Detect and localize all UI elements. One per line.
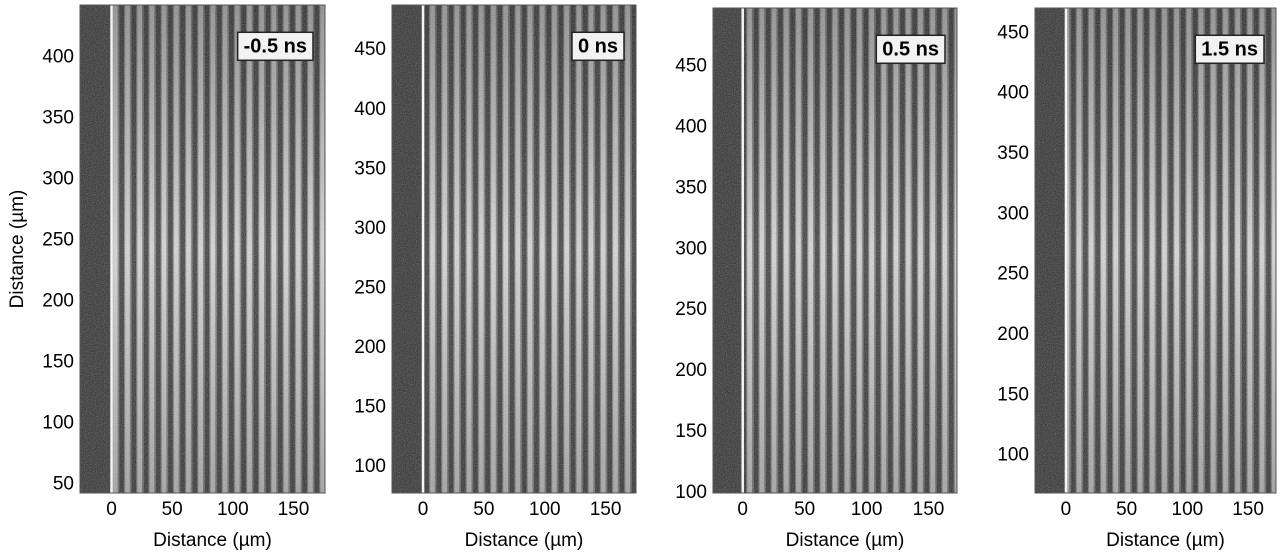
y-tick-label: 100 <box>675 482 707 503</box>
y-tick-label: 400 <box>354 99 386 120</box>
x-tick-label: 100 <box>217 499 249 520</box>
x-tick-label: 0 <box>1061 499 1072 520</box>
time-label: 1.5 ns <box>1201 38 1258 60</box>
x-tick-label: 100 <box>851 499 883 520</box>
time-label-box <box>236 31 314 62</box>
y-tick-label: 350 <box>354 158 386 179</box>
x-tick-label: 150 <box>913 499 945 520</box>
y-tick-label: 350 <box>997 143 1029 164</box>
panel: 0.5 ns 0 50 100 150 100 150 200 250 300 350 400 450 D… <box>675 7 958 551</box>
frame <box>1034 7 1277 494</box>
y-tick-label: 450 <box>997 22 1029 43</box>
x-tick-label: 0 <box>418 499 429 520</box>
time-label: 0.5 ns <box>882 38 939 60</box>
noise <box>392 5 636 493</box>
frame <box>712 7 958 494</box>
y-tick-label: 250 <box>42 229 74 250</box>
time-label-box <box>875 34 946 65</box>
x-tick-label: 150 <box>590 499 622 520</box>
y-tick-label: 150 <box>997 384 1029 405</box>
x-tick-label: 50 <box>1116 499 1137 520</box>
y-tick-label: 450 <box>354 39 386 60</box>
y-tick-label: 50 <box>53 473 74 494</box>
y-tick-label: 200 <box>675 360 707 381</box>
x-tick-label: 0 <box>737 499 748 520</box>
noise <box>80 5 325 493</box>
y-tick-label: 250 <box>997 264 1029 285</box>
x-tick-label: 100 <box>529 499 561 520</box>
y-tick-label: 150 <box>354 396 386 417</box>
y-tick-label: 400 <box>997 83 1029 104</box>
x-axis-label: Distance (µm) <box>465 530 584 551</box>
y-tick-label: 100 <box>354 456 386 477</box>
y-tick-label: 300 <box>675 238 707 259</box>
y-axis-label: Distance (µm) <box>7 190 28 309</box>
panel: -0.5 ns 0 50 100 150 50 100 150 200 250 300 350 400 D… <box>7 4 326 551</box>
y-tick-label: 450 <box>675 56 707 77</box>
time-label: -0.5 ns <box>244 35 307 57</box>
y-tick-label: 200 <box>997 324 1029 345</box>
y-tick-label: 350 <box>42 107 74 128</box>
frame <box>79 4 326 494</box>
frame <box>391 4 637 494</box>
y-tick-label: 200 <box>354 337 386 358</box>
x-tick-label: 100 <box>1172 499 1204 520</box>
time-label-box <box>1194 34 1265 65</box>
x-axis-label: Distance (µm) <box>153 530 272 551</box>
x-tick-label: 50 <box>794 499 815 520</box>
y-tick-label: 200 <box>42 290 74 311</box>
x-tick-label: 150 <box>278 499 310 520</box>
y-tick-label: 300 <box>997 203 1029 224</box>
x-tick-label: 50 <box>162 499 183 520</box>
y-tick-label: 400 <box>675 116 707 137</box>
y-tick-label: 300 <box>354 218 386 239</box>
panel: 1.5 ns 0 50 100 150 100 150 200 250 300 350 400 450 D… <box>997 7 1277 551</box>
y-tick-label: 250 <box>675 299 707 320</box>
noise <box>1035 8 1276 493</box>
y-tick-label: 350 <box>675 177 707 198</box>
x-tick-label: 150 <box>1232 499 1264 520</box>
x-axis-label: Distance (µm) <box>786 530 905 551</box>
y-tick-label: 400 <box>42 46 74 67</box>
x-tick-label: 50 <box>473 499 494 520</box>
y-tick-label: 250 <box>354 277 386 298</box>
y-tick-label: 150 <box>675 421 707 442</box>
y-tick-label: 100 <box>42 412 74 433</box>
x-axis-label: Distance (µm) <box>1106 530 1225 551</box>
y-tick-label: 300 <box>42 168 74 189</box>
time-label-box <box>571 31 625 62</box>
panel: 0 ns 0 50 100 150 100 150 200 250 300 350 400 450 Dis… <box>354 4 637 551</box>
time-label: 0 ns <box>578 35 618 57</box>
noise <box>713 8 957 493</box>
y-tick-label: 100 <box>997 445 1029 466</box>
x-tick-label: 0 <box>106 499 117 520</box>
y-tick-label: 150 <box>42 351 74 372</box>
